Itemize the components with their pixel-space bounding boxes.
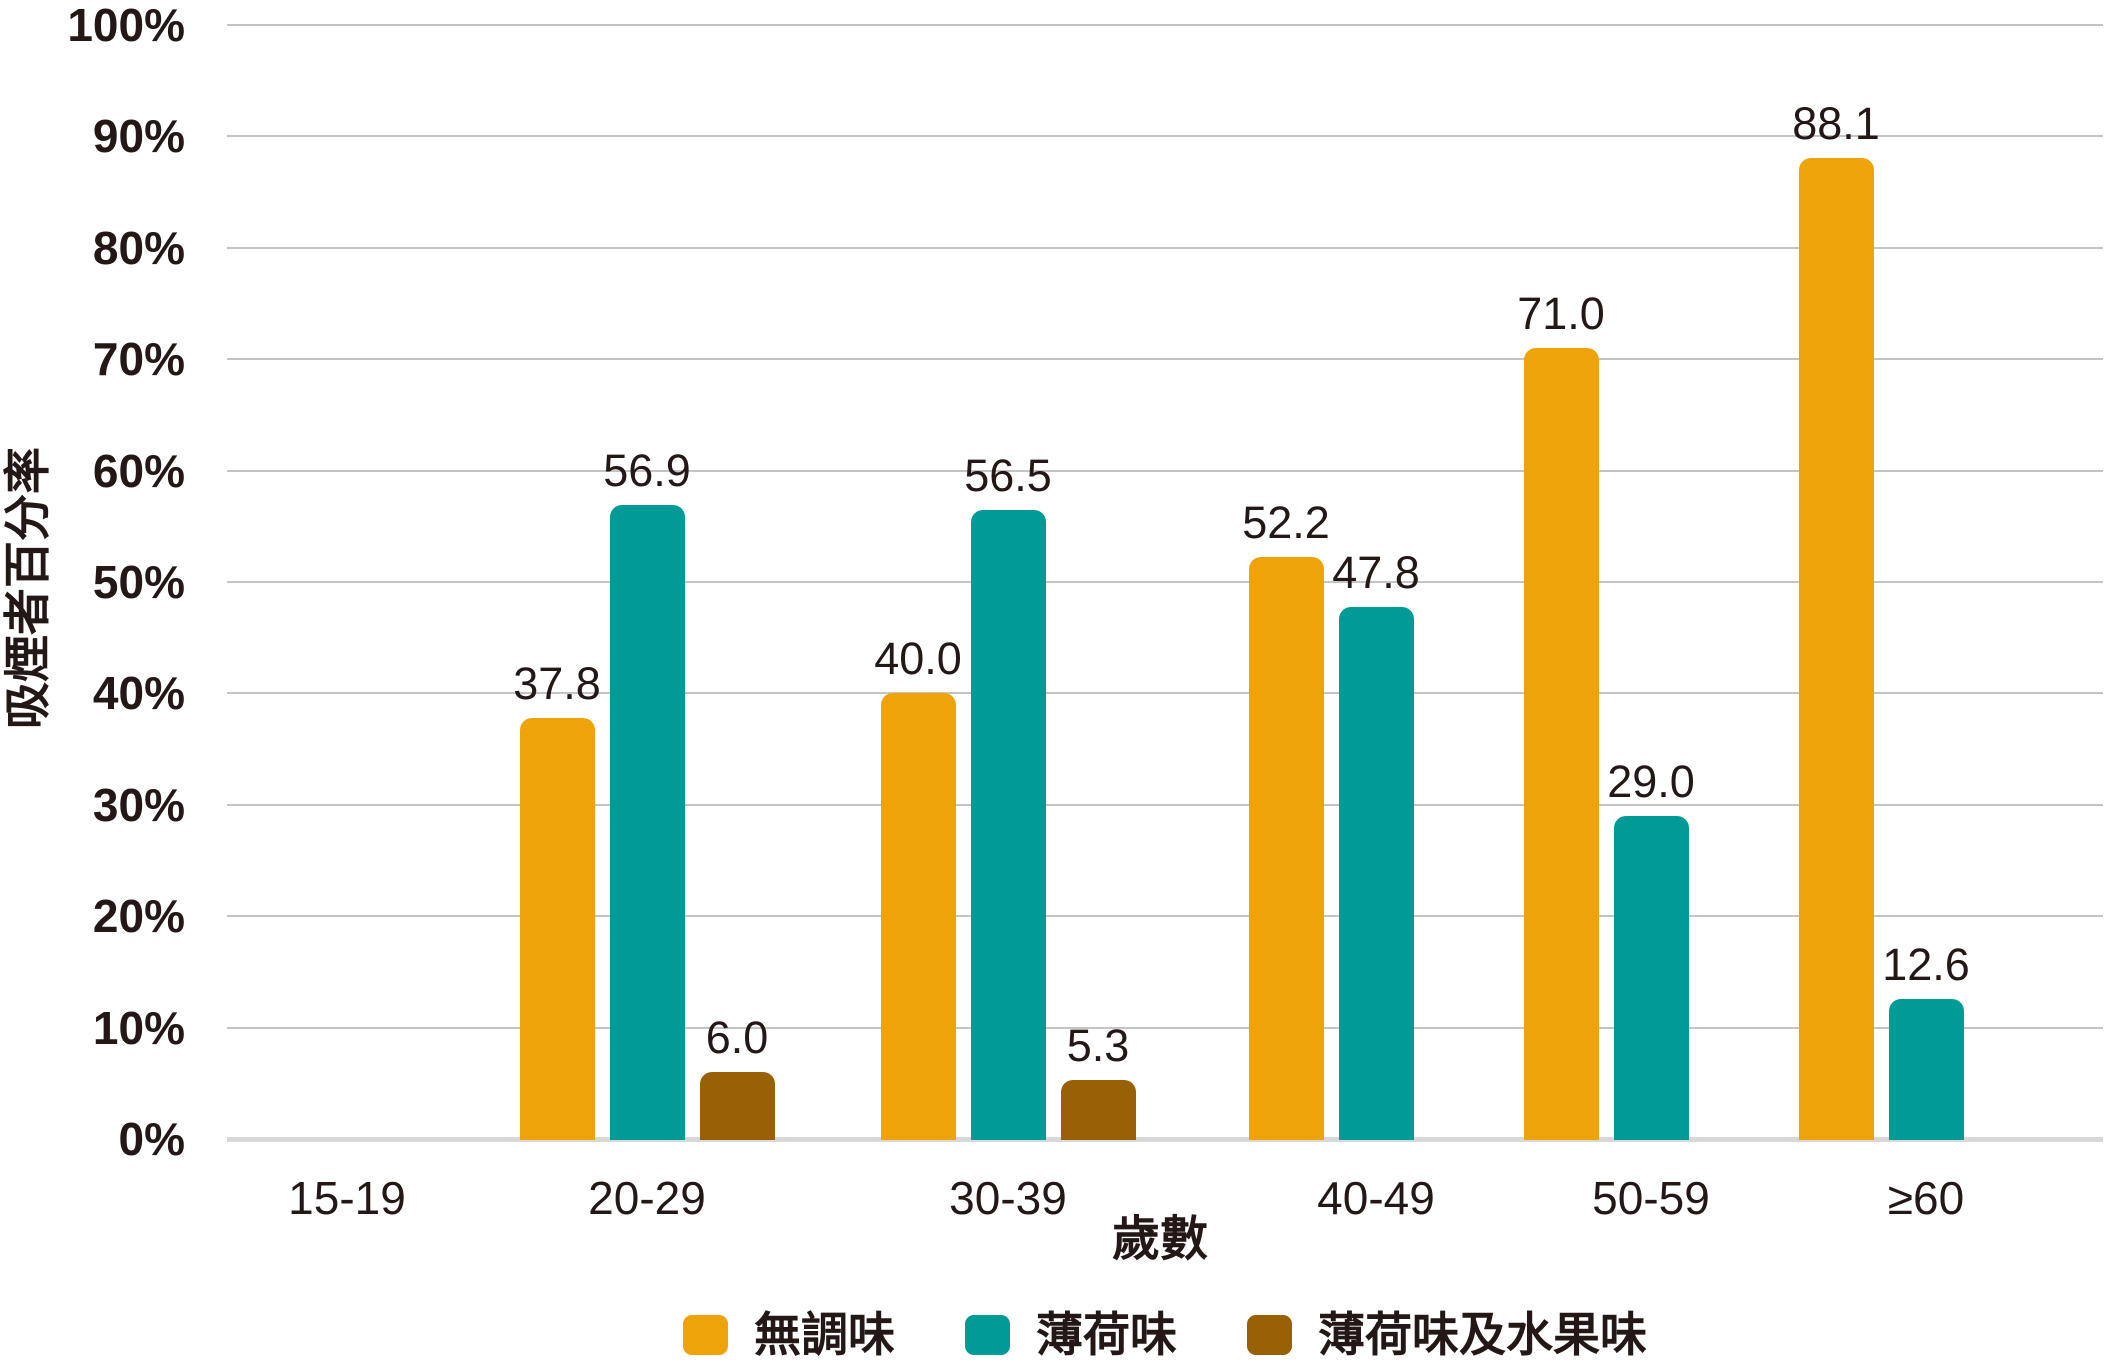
x-axis-line [227,1137,2103,1142]
value-label-unflavoured-40-49: 52.2 [1242,497,1330,549]
value-label-unflavoured-≥60: 88.1 [1792,97,1880,149]
value-label-menthol-≥60: 12.6 [1882,938,1970,990]
x-axis-title: 歲數 [1111,1213,1208,1266]
value-label-menthol-fruit-30-39: 5.3 [1066,1019,1130,1071]
gridline-40% [227,692,2103,695]
bar-menthol-≥60 [1888,998,1964,1140]
x-tick-label-≥60: ≥60 [1887,1172,1965,1224]
y-tick-label-50%: 50% [92,556,185,608]
bar-menthol-40-49 [1338,606,1414,1140]
bar-unflavoured-40-49 [1248,557,1324,1140]
value-label-unflavoured-20-29: 37.8 [513,657,601,709]
bar-unflavoured-30-39 [880,693,956,1140]
bar-unflavoured-20-29 [519,717,595,1140]
gridline-100% [227,24,2103,26]
bar-menthol-30-39 [970,509,1046,1140]
bar-menthol-50-59 [1613,815,1689,1140]
legend-label-menthol-fruit: 薄荷味及水果味 [1318,1308,1647,1361]
y-tick-label-30%: 30% [92,778,185,831]
bar-unflavoured-50-59 [1523,348,1599,1140]
legend-swatch-menthol [965,1315,1010,1355]
value-label-unflavoured-30-39: 40.0 [874,633,962,685]
value-label-unflavoured-50-59: 71.0 [1517,288,1605,340]
gridline-80% [227,246,2103,249]
y-tick-label-70%: 70% [92,333,185,386]
value-label-menthol-fruit-20-29: 6.0 [705,1012,769,1064]
legend-item-unflavoured: 無調味 [683,1307,895,1363]
value-label-menthol-30-39: 56.5 [964,449,1052,501]
x-tick-label-15-19: 15-19 [288,1172,406,1224]
legend-label-unflavoured: 無調味 [754,1308,895,1361]
bar-menthol-fruit-20-29 [699,1072,775,1140]
x-tick-label-40-49: 40-49 [1317,1172,1435,1224]
y-tick-label-100%: 100% [67,0,185,51]
bar-menthol-fruit-30-39 [1060,1079,1136,1140]
gridline-50% [227,581,2103,583]
gridline-60% [227,469,2103,472]
y-tick-label-20%: 20% [92,890,185,943]
y-tick-label-0%: 0% [118,1113,185,1165]
x-tick-label-30-39: 30-39 [949,1172,1067,1224]
value-label-menthol-20-29: 56.9 [603,445,691,497]
gridline-90% [227,135,2103,138]
x-tick-label-20-29: 20-29 [588,1172,706,1224]
y-tick-label-10%: 10% [92,1001,185,1054]
gridline-70% [227,358,2103,361]
bar-unflavoured-≥60 [1798,157,1874,1140]
legend-label-menthol: 薄荷味 [1036,1308,1177,1361]
legend-swatch-unflavoured [683,1315,728,1355]
y-tick-label-80%: 80% [92,221,185,274]
legend: 無調味 薄荷味 薄荷味及水果味 [227,1305,2103,1365]
value-label-menthol-40-49: 47.8 [1332,546,1420,598]
gridline-20% [227,915,2103,918]
legend-item-menthol-fruit: 薄荷味及水果味 [1247,1307,1647,1363]
legend-swatch-menthol-fruit [1247,1315,1292,1355]
y-tick-label-40%: 40% [92,667,185,720]
legend-item-menthol: 薄荷味 [965,1307,1177,1363]
gridline-30% [227,803,2103,806]
x-tick-label-50-59: 50-59 [1592,1172,1710,1224]
gridline-10% [227,1026,2103,1029]
y-tick-label-90%: 90% [92,110,185,163]
y-tick-label-60%: 60% [92,444,185,497]
bar-menthol-20-29 [609,505,685,1140]
value-label-menthol-50-59: 29.0 [1607,755,1695,807]
